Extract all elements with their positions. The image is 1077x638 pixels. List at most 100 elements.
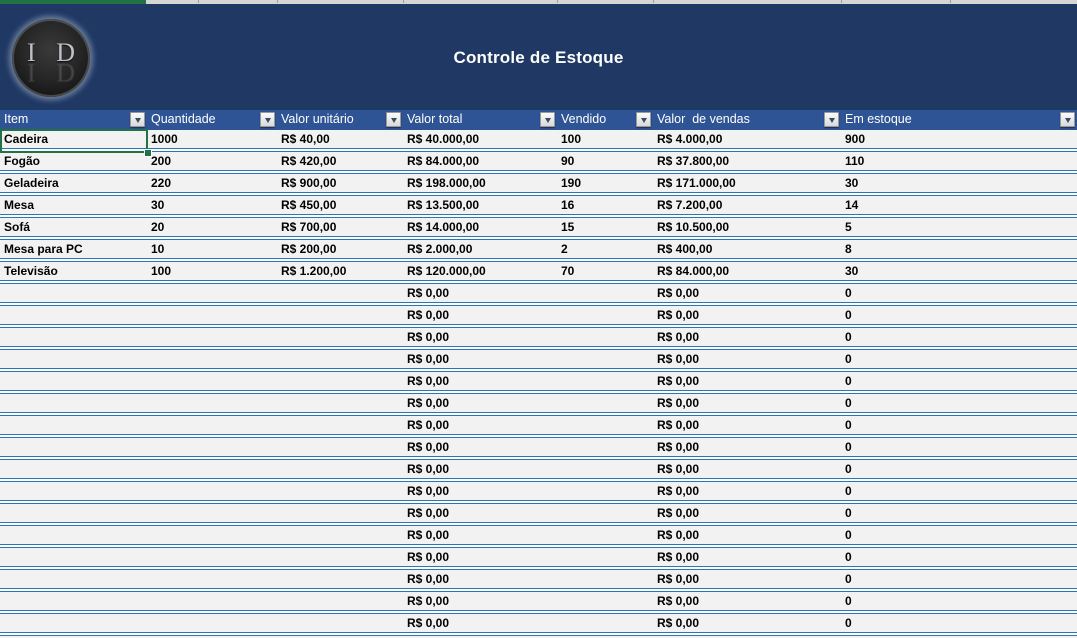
cell-item[interactable] xyxy=(0,570,147,592)
column-header-em-estoque[interactable]: Em estoque xyxy=(841,110,1077,130)
cell-valor-total[interactable]: R$ 40.000,00 xyxy=(407,132,480,146)
cell-valor-total[interactable]: R$ 0,00 xyxy=(407,352,450,366)
cell-valor-unitario[interactable]: R$ 900,00 xyxy=(281,176,337,190)
cell-valor-de-vendas[interactable]: R$ 0,00 xyxy=(657,396,700,410)
cell-valor-de-vendas[interactable]: R$ 37.800,00 xyxy=(657,154,730,168)
cell-item[interactable] xyxy=(0,614,147,636)
cell-valor-total[interactable]: R$ 0,00 xyxy=(407,506,450,520)
cell-quantidade[interactable] xyxy=(147,526,277,548)
cell-valor-de-vendas[interactable]: R$ 0,00 xyxy=(657,330,700,344)
cell-quantidade[interactable] xyxy=(147,592,277,614)
cell-quantidade[interactable] xyxy=(147,614,277,636)
cell-quantidade[interactable] xyxy=(147,416,277,438)
cell-valor-total[interactable]: R$ 0,00 xyxy=(407,462,450,476)
cell-valor-unitario[interactable] xyxy=(277,394,403,416)
cell-item[interactable] xyxy=(0,548,147,570)
cell-em-estoque[interactable]: 30 xyxy=(845,264,859,278)
cell-vendido[interactable] xyxy=(557,416,653,438)
cell-em-estoque[interactable]: 0 xyxy=(845,374,852,388)
cell-valor-total[interactable]: R$ 0,00 xyxy=(407,616,450,630)
cell-valor-total[interactable]: R$ 0,00 xyxy=(407,374,450,388)
cell-valor-de-vendas[interactable]: R$ 7.200,00 xyxy=(657,198,723,212)
cell-item[interactable] xyxy=(0,306,147,328)
cell-valor-unitario[interactable] xyxy=(277,570,403,592)
cell-item[interactable] xyxy=(0,350,147,372)
cell-em-estoque[interactable]: 0 xyxy=(845,550,852,564)
cell-valor-unitario[interactable] xyxy=(277,592,403,614)
cell-em-estoque[interactable]: 0 xyxy=(845,352,852,366)
cell-valor-unitario[interactable] xyxy=(277,372,403,394)
cell-item[interactable] xyxy=(0,438,147,460)
cell-em-estoque[interactable]: 900 xyxy=(845,132,866,146)
cell-valor-total[interactable]: R$ 13.500,00 xyxy=(407,198,480,212)
filter-dropdown-button[interactable] xyxy=(1060,112,1075,127)
cell-valor-de-vendas[interactable]: R$ 0,00 xyxy=(657,550,700,564)
cell-valor-total[interactable]: R$ 0,00 xyxy=(407,440,450,454)
cell-valor-unitario[interactable]: R$ 420,00 xyxy=(281,154,337,168)
cell-valor-total[interactable]: R$ 0,00 xyxy=(407,550,450,564)
cell-vendido[interactable]: 100 xyxy=(561,132,582,146)
cell-vendido[interactable]: 190 xyxy=(561,176,582,190)
cell-quantidade[interactable] xyxy=(147,548,277,570)
cell-quantidade[interactable]: 10 xyxy=(151,242,165,256)
cell-valor-de-vendas[interactable]: R$ 0,00 xyxy=(657,616,700,630)
cell-quantidade[interactable] xyxy=(147,460,277,482)
cell-vendido[interactable] xyxy=(557,284,653,306)
cell-item[interactable]: Mesa para PC xyxy=(4,242,83,256)
cell-valor-total[interactable]: R$ 0,00 xyxy=(407,396,450,410)
cell-em-estoque[interactable]: 0 xyxy=(845,528,852,542)
cell-valor-total[interactable]: R$ 0,00 xyxy=(407,308,450,322)
cell-valor-de-vendas[interactable]: R$ 0,00 xyxy=(657,418,700,432)
cell-vendido[interactable]: 15 xyxy=(561,220,575,234)
cell-vendido[interactable] xyxy=(557,372,653,394)
cell-item[interactable] xyxy=(0,526,147,548)
cell-valor-total[interactable]: R$ 0,00 xyxy=(407,528,450,542)
cell-valor-total[interactable]: R$ 0,00 xyxy=(407,484,450,498)
cell-valor-total[interactable]: R$ 14.000,00 xyxy=(407,220,480,234)
cell-em-estoque[interactable]: 0 xyxy=(845,484,852,498)
cell-quantidade[interactable] xyxy=(147,372,277,394)
cell-vendido[interactable] xyxy=(557,592,653,614)
cell-em-estoque[interactable]: 0 xyxy=(845,616,852,630)
cell-valor-unitario[interactable] xyxy=(277,548,403,570)
cell-valor-de-vendas[interactable]: R$ 84.000,00 xyxy=(657,264,730,278)
filter-dropdown-button[interactable] xyxy=(386,112,401,127)
cell-valor-unitario[interactable] xyxy=(277,460,403,482)
cell-valor-de-vendas[interactable]: R$ 0,00 xyxy=(657,308,700,322)
cell-vendido[interactable] xyxy=(557,614,653,636)
cell-item[interactable]: Fogão xyxy=(4,154,40,168)
cell-valor-de-vendas[interactable]: R$ 0,00 xyxy=(657,506,700,520)
cell-quantidade[interactable] xyxy=(147,306,277,328)
cell-quantidade[interactable] xyxy=(147,350,277,372)
cell-em-estoque[interactable]: 0 xyxy=(845,286,852,300)
cell-valor-total[interactable]: R$ 0,00 xyxy=(407,286,450,300)
cell-em-estoque[interactable]: 0 xyxy=(845,594,852,608)
cell-valor-unitario[interactable] xyxy=(277,416,403,438)
cell-vendido[interactable]: 2 xyxy=(561,242,568,256)
cell-em-estoque[interactable]: 0 xyxy=(845,462,852,476)
cell-item[interactable]: Televisão xyxy=(4,264,58,278)
cell-em-estoque[interactable]: 0 xyxy=(845,572,852,586)
cell-valor-de-vendas[interactable]: R$ 171.000,00 xyxy=(657,176,736,190)
cell-em-estoque[interactable]: 0 xyxy=(845,396,852,410)
cell-valor-total[interactable]: R$ 0,00 xyxy=(407,594,450,608)
cell-valor-total[interactable]: R$ 120.000,00 xyxy=(407,264,486,278)
column-header-valor-de-vendas[interactable]: Valor de vendas xyxy=(653,110,841,130)
cell-valor-total[interactable]: R$ 2.000,00 xyxy=(407,242,473,256)
cell-valor-total[interactable]: R$ 198.000,00 xyxy=(407,176,486,190)
cell-quantidade[interactable] xyxy=(147,328,277,350)
cell-quantidade[interactable] xyxy=(147,284,277,306)
cell-valor-de-vendas[interactable]: R$ 0,00 xyxy=(657,572,700,586)
cell-valor-unitario[interactable] xyxy=(277,614,403,636)
cell-quantidade[interactable] xyxy=(147,504,277,526)
cell-item[interactable]: Mesa xyxy=(4,198,35,212)
filter-dropdown-button[interactable] xyxy=(540,112,555,127)
cell-vendido[interactable]: 90 xyxy=(561,154,575,168)
cell-valor-total[interactable]: R$ 0,00 xyxy=(407,572,450,586)
cell-item[interactable]: Geladeira xyxy=(4,176,59,190)
cell-valor-unitario[interactable] xyxy=(277,350,403,372)
column-header-quantidade[interactable]: Quantidade xyxy=(147,110,277,130)
cell-quantidade[interactable]: 20 xyxy=(151,220,165,234)
cell-item[interactable] xyxy=(0,372,147,394)
cell-item[interactable] xyxy=(0,284,147,306)
